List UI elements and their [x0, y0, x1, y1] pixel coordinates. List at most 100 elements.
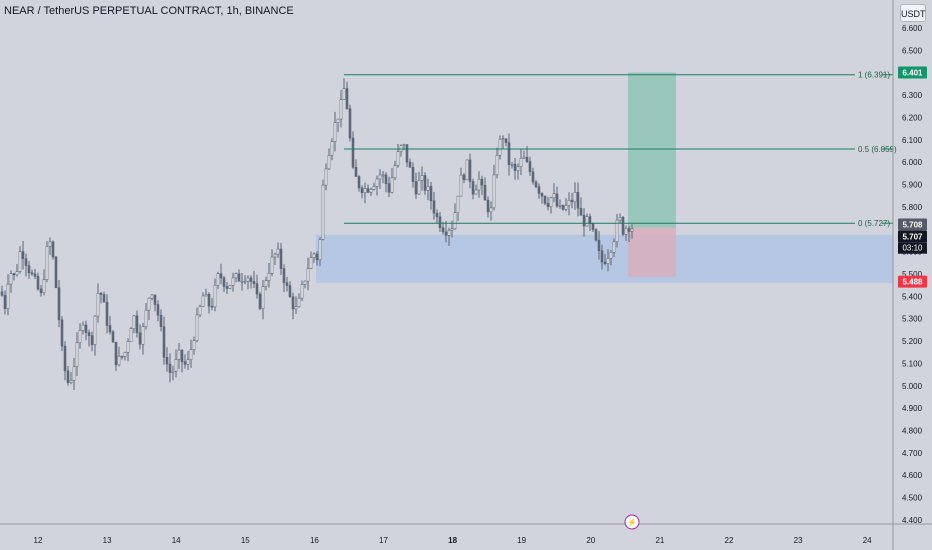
- time-tick-label: 15: [241, 536, 250, 545]
- candle-body: [228, 285, 232, 289]
- candle: [366, 184, 370, 194]
- candle-body: [255, 283, 259, 295]
- candle: [477, 171, 481, 198]
- candle: [441, 221, 445, 235]
- candle-body: [345, 88, 349, 110]
- candle: [513, 158, 517, 180]
- fib-level-label: 0.5 (6.059): [858, 145, 897, 154]
- candle-body: [393, 165, 397, 179]
- candle: [39, 285, 43, 297]
- time-tick-label: 12: [34, 536, 43, 545]
- candle-body: [606, 258, 610, 265]
- stop-price-badge-text: 5.488: [902, 278, 923, 287]
- candle-body: [291, 296, 295, 310]
- candle-body: [18, 251, 22, 272]
- price-tick-label: 5.300: [902, 315, 923, 324]
- candle: [537, 183, 541, 199]
- candle-body: [498, 138, 502, 156]
- candle: [303, 280, 307, 289]
- candle: [51, 240, 55, 260]
- candle: [198, 304, 202, 318]
- candle-body: [540, 193, 544, 197]
- candle: [348, 104, 352, 142]
- candle: [33, 268, 37, 279]
- candle: [486, 196, 490, 218]
- candle: [168, 353, 172, 383]
- candle: [420, 166, 424, 191]
- price-tick-label: 5.000: [902, 382, 923, 391]
- candle-body: [459, 174, 463, 197]
- candle-body: [6, 283, 10, 309]
- candle-body: [504, 138, 508, 144]
- candle-body: [102, 294, 106, 303]
- candle: [291, 292, 295, 320]
- candle: [606, 249, 610, 272]
- candle-body: [561, 204, 565, 210]
- candle: [234, 272, 238, 283]
- candle-body: [273, 253, 277, 258]
- candle-body: [366, 188, 370, 193]
- time-tick-label: 20: [586, 536, 595, 545]
- candle: [387, 176, 391, 198]
- time-axis[interactable]: 12 13 14 15 16 17 18 19 20 21 22 23 24: [0, 523, 932, 545]
- candle: [306, 257, 310, 291]
- candle-body: [546, 203, 550, 208]
- candle-body: [576, 192, 580, 209]
- candle-body: [531, 171, 535, 183]
- candle-body: [339, 99, 343, 120]
- candle: [24, 253, 28, 277]
- candle-body: [39, 288, 43, 293]
- candle: [0, 285, 4, 297]
- price-tick-label: 4.800: [902, 426, 923, 435]
- time-tick-label: 24: [863, 536, 872, 545]
- price-tick-label: 5.800: [902, 203, 923, 212]
- candle: [522, 150, 526, 159]
- candle: [474, 184, 478, 195]
- candle: [618, 213, 622, 224]
- currency-button[interactable]: USDT: [900, 4, 926, 22]
- candle: [429, 182, 433, 210]
- candle: [453, 203, 457, 230]
- candle-body: [150, 294, 154, 299]
- price-tick-label: 4.500: [902, 494, 923, 503]
- candle: [153, 294, 157, 312]
- stop-price-badge-bg: [898, 275, 927, 288]
- candle: [27, 260, 31, 279]
- candle-body: [81, 324, 85, 331]
- candle: [627, 225, 631, 242]
- candle: [297, 293, 301, 308]
- candle-body: [429, 186, 433, 202]
- candle: [93, 315, 97, 356]
- candle-body: [402, 144, 406, 146]
- candle-body: [534, 181, 538, 187]
- candle-body: [60, 319, 64, 347]
- candle-body: [78, 330, 82, 343]
- candle: [393, 160, 397, 181]
- candle: [321, 179, 325, 241]
- candle: [570, 192, 574, 209]
- candle-body: [360, 187, 364, 194]
- price-axis[interactable]: 6.6006.5006.4006.3006.2006.1006.0005.900…: [892, 0, 923, 550]
- candle-body: [573, 192, 577, 203]
- candle: [357, 175, 361, 192]
- candle: [120, 355, 124, 360]
- candle: [276, 242, 280, 258]
- event-marker[interactable]: ⚡: [624, 514, 640, 530]
- candle-body: [462, 174, 466, 181]
- candle: [471, 178, 475, 200]
- candle: [456, 195, 460, 222]
- candle: [285, 276, 289, 292]
- candle-body: [432, 200, 436, 214]
- candle-body: [105, 301, 109, 326]
- candle: [288, 281, 292, 298]
- candle: [423, 172, 427, 195]
- candle: [603, 253, 607, 266]
- candle-body: [486, 199, 490, 213]
- candle-body: [603, 261, 607, 265]
- candle-body: [426, 186, 430, 191]
- candle-body: [201, 295, 205, 307]
- candle-body: [528, 161, 532, 173]
- candle-body: [336, 118, 340, 123]
- candle-body: [138, 332, 142, 345]
